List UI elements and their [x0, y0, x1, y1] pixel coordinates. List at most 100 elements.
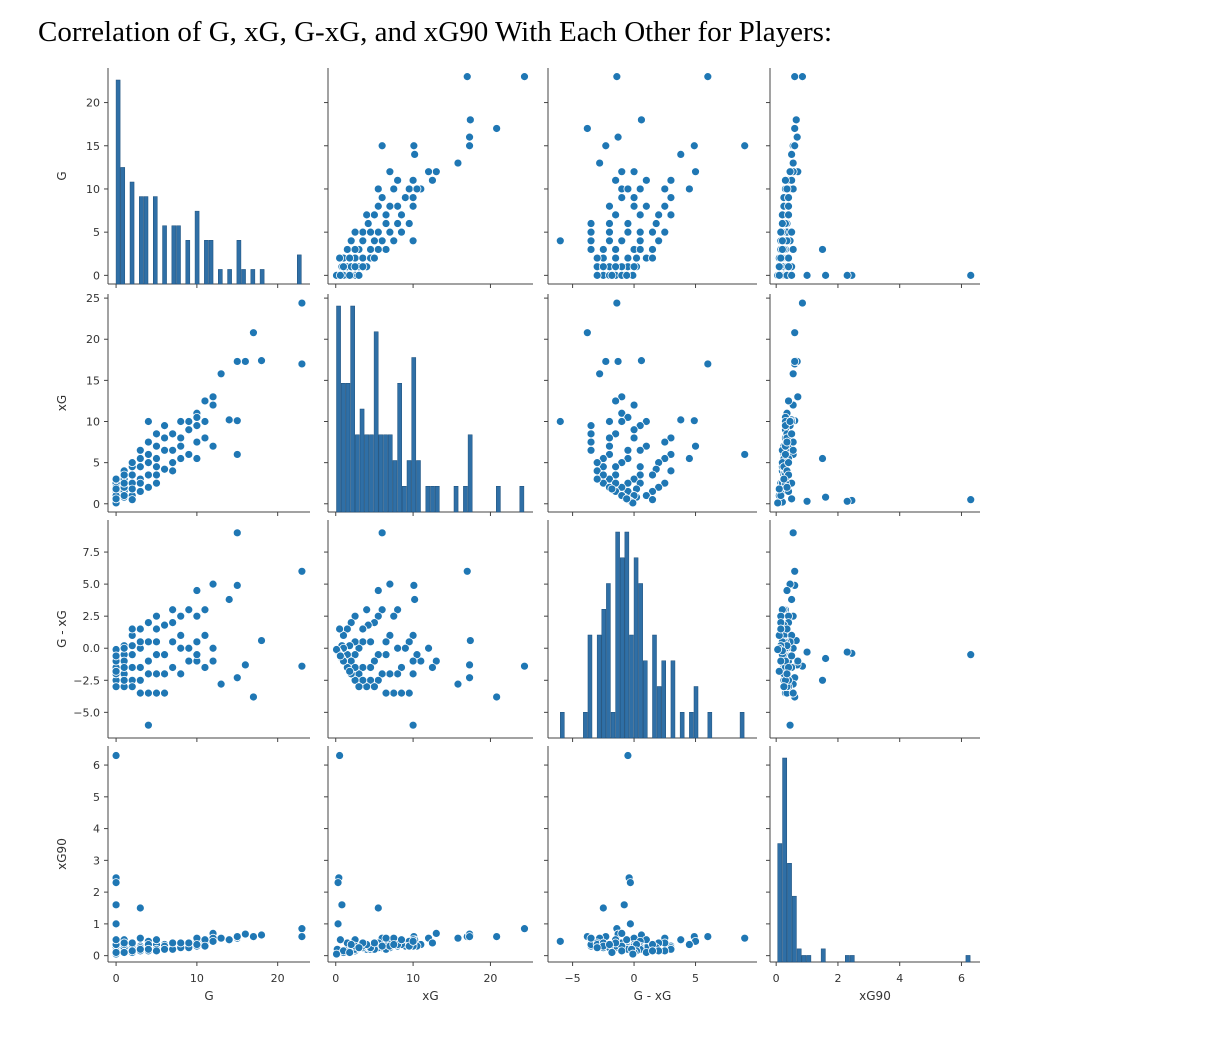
scatter-point	[152, 479, 160, 487]
histogram-bar	[388, 435, 392, 512]
y-tick-label: 5.0	[83, 578, 101, 591]
scatter-point	[778, 220, 786, 228]
scatter-point	[624, 185, 632, 193]
scatter-point	[612, 397, 620, 405]
scatter-point	[169, 638, 177, 646]
scatter-point	[378, 237, 386, 245]
histogram-bar	[346, 383, 350, 512]
scatter-point	[636, 228, 644, 236]
scatter-point	[185, 657, 193, 665]
scatter-point	[630, 434, 638, 442]
scatter-point	[177, 418, 185, 426]
scatter-point	[685, 185, 693, 193]
y-tick-label: 20	[86, 97, 100, 110]
scatter-point	[112, 683, 120, 691]
scatter-point	[409, 176, 417, 184]
histogram-bar	[657, 687, 661, 739]
scatter-point	[789, 370, 797, 378]
scatter-point	[136, 479, 144, 487]
scatter-point	[623, 936, 631, 944]
y-tick-label: 1	[93, 918, 100, 931]
scatter-point	[777, 228, 785, 236]
scatter-point	[652, 220, 660, 228]
scatter-point	[394, 202, 402, 210]
scatter-point	[161, 945, 169, 953]
scatter-point	[193, 651, 201, 659]
histogram-bar	[821, 949, 825, 962]
scatter-point	[394, 644, 402, 652]
scatter-point	[661, 202, 669, 210]
scatter-point	[819, 455, 827, 463]
scatter-point	[649, 947, 657, 955]
y-tick-label: 5	[93, 791, 100, 804]
scatter-point	[775, 667, 783, 675]
scatter-point	[144, 657, 152, 665]
scatter-point	[209, 937, 217, 945]
histogram-bar	[163, 226, 167, 284]
scatter-point	[374, 904, 382, 912]
scatter-point	[605, 941, 613, 949]
scatter-point	[152, 612, 160, 620]
scatter-point	[347, 941, 355, 949]
histogram-bar	[435, 486, 439, 512]
scatter-point	[785, 202, 793, 210]
scatter-point	[209, 393, 217, 401]
scatter-point	[624, 446, 632, 454]
scatter-point	[378, 194, 386, 202]
scatter-point	[819, 245, 827, 253]
scatter-point	[556, 937, 564, 945]
scatter-point	[374, 587, 382, 595]
histogram-bar	[787, 863, 791, 962]
scatter-point	[599, 263, 607, 271]
scatter-point	[201, 434, 209, 442]
scatter-point	[397, 211, 405, 219]
scatter-point	[359, 228, 367, 236]
scatter-point	[177, 455, 185, 463]
scatter-point	[618, 947, 626, 955]
scatter-point	[789, 529, 797, 537]
scatter-point	[822, 271, 830, 279]
scatter-point	[152, 651, 160, 659]
scatter-point	[605, 237, 613, 245]
scatter-point	[152, 947, 160, 955]
histogram-bar	[416, 461, 420, 513]
scatter-point	[685, 455, 693, 463]
scatter-point	[169, 467, 177, 475]
histogram-bar	[426, 486, 430, 512]
x-tick-label: 6	[958, 972, 965, 985]
scatter-point	[169, 459, 177, 467]
scatter-point	[792, 116, 800, 124]
histogram-bar	[341, 383, 345, 512]
scatter-point	[338, 901, 346, 909]
scatter-point	[161, 446, 169, 454]
scatter-point	[741, 934, 749, 942]
scatter-point	[630, 168, 638, 176]
scatter-point	[201, 606, 209, 614]
scatter-point	[409, 202, 417, 210]
scatter-point	[454, 680, 462, 688]
scatter-point	[608, 485, 616, 493]
scatter-point	[587, 446, 595, 454]
y-axis-label: G	[55, 171, 69, 180]
y-tick-label: 2	[93, 886, 100, 899]
histogram-bar	[588, 635, 592, 738]
scatter-point	[152, 463, 160, 471]
scatter-point	[613, 73, 621, 81]
y-axis-label: xG	[55, 395, 69, 411]
scatter-point	[209, 442, 217, 450]
scatter-point	[152, 689, 160, 697]
scatter-point	[370, 211, 378, 219]
scatter-point	[661, 185, 669, 193]
scatter-point	[144, 689, 152, 697]
x-tick-label: 10	[190, 972, 204, 985]
scatter-point	[803, 497, 811, 505]
scatter-point	[374, 202, 382, 210]
histogram-bar	[431, 486, 435, 512]
histogram-bar	[228, 269, 232, 284]
scatter-point	[193, 612, 201, 620]
scatter-point	[386, 228, 394, 236]
scatter-point	[409, 670, 417, 678]
scatter-point	[382, 638, 390, 646]
scatter-point	[120, 479, 128, 487]
histogram-bar	[412, 358, 416, 513]
